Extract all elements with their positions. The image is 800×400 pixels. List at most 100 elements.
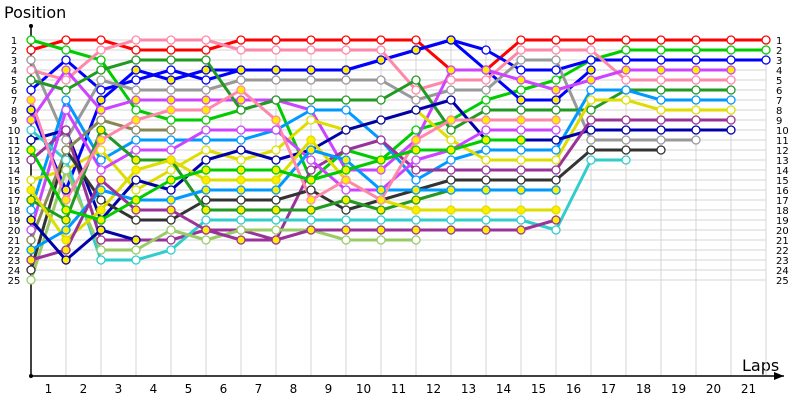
data-point-red: [96, 35, 106, 45]
data-point-pink-yellow: [551, 115, 561, 125]
y-tick-label-right: 15: [776, 176, 789, 187]
x-tick-label: 8: [290, 382, 298, 396]
data-point-teal: [61, 155, 71, 165]
data-point-darkgreen: [236, 105, 246, 115]
data-point-magenta: [306, 155, 316, 165]
data-point-gray: [96, 75, 106, 85]
data-point-green-yellow: [26, 195, 36, 205]
data-point-darkgreen: [446, 125, 456, 135]
data-point-olive: [26, 235, 36, 245]
data-point-green-yellow: [341, 195, 351, 205]
data-point-blue: [166, 65, 176, 75]
data-point-pink: [691, 75, 701, 85]
data-point-magenta: [201, 125, 211, 135]
data-point-navy: [726, 125, 736, 135]
data-point-magenta: [481, 125, 491, 135]
x-tick-label: 10: [356, 382, 371, 396]
data-point-darkgreen: [26, 75, 36, 85]
data-point-navy: [341, 125, 351, 135]
data-point-blue-yellow: [131, 65, 141, 75]
data-point-sky-yellow: [166, 195, 176, 205]
data-point-green-yellow: [201, 205, 211, 215]
data-point-lime-yellow: [61, 205, 71, 215]
data-point-yellow: [691, 105, 701, 115]
data-point-sky-yellow: [376, 185, 386, 195]
data-point-olive: [131, 125, 141, 135]
data-point-plum: [61, 125, 71, 135]
data-point-violet: [516, 75, 526, 85]
data-point-magenta: [551, 125, 561, 135]
data-point-lime-yellow: [516, 135, 526, 145]
data-point-teal: [376, 215, 386, 225]
data-point-violet: [166, 95, 176, 105]
data-point-lime: [656, 45, 666, 55]
data-point-pink: [201, 35, 211, 45]
data-point-pink: [551, 45, 561, 55]
y-tick-label-left: 2: [11, 46, 17, 57]
data-point-skyblue: [516, 145, 526, 155]
data-point-pink: [586, 45, 596, 55]
data-point-yellow: [26, 175, 36, 185]
x-tick-label: 4: [150, 382, 158, 396]
series-line-blue: [30, 38, 766, 92]
data-point-yellow-yellow: [446, 205, 456, 215]
y-tick-label-left: 16: [8, 186, 21, 197]
y-tick-label-left: 4: [11, 66, 17, 77]
x-tick-label: 18: [636, 382, 651, 396]
data-point-gray: [551, 55, 561, 65]
data-point-pink: [236, 45, 246, 55]
data-point-plum-yellow: [341, 225, 351, 235]
data-point-teal: [236, 215, 246, 225]
data-point-sage: [236, 225, 246, 235]
data-point-plum: [481, 165, 491, 175]
data-point-gray: [621, 135, 631, 145]
data-point-plum: [621, 115, 631, 125]
data-point-violet: [376, 165, 386, 175]
data-point-blue-yellow: [26, 105, 36, 115]
data-point-yellow-yellow: [131, 165, 141, 175]
data-point-magenta: [341, 185, 351, 195]
data-point-plum: [726, 115, 736, 125]
data-point-blue-yellow: [586, 65, 596, 75]
data-point-plum: [656, 115, 666, 125]
data-point-pink: [621, 75, 631, 85]
data-point-skyblue: [691, 95, 701, 105]
data-point-plum: [166, 235, 176, 245]
y-tick-label-right: 21: [776, 236, 789, 247]
data-point-charcoal: [96, 195, 106, 205]
data-point-plum-yellow: [551, 215, 561, 225]
data-point-plum-yellow: [61, 245, 71, 255]
data-point-olive: [166, 125, 176, 135]
y-tick-label-left: 24: [8, 266, 21, 277]
data-point-red: [341, 35, 351, 45]
x-tick-label: 19: [671, 382, 686, 396]
y-tick-label-right: 19: [776, 216, 789, 227]
series-line-plum-yellow: [30, 178, 557, 262]
data-point-navy: [201, 155, 211, 165]
y-tick-label-right: 8: [776, 106, 782, 117]
data-point-plum-yellow: [481, 225, 491, 235]
data-point-green-yellow: [131, 155, 141, 165]
data-point-olive: [61, 145, 71, 155]
data-point-plum-yellow: [26, 255, 36, 265]
data-point-sky-yellow: [61, 225, 71, 235]
data-point-blue-yellow: [411, 45, 421, 55]
x-axis-title: Laps: [742, 356, 780, 375]
data-point-pink-yellow: [26, 95, 36, 105]
data-point-lime: [131, 105, 141, 115]
data-point-red: [761, 35, 771, 45]
data-point-lime: [166, 115, 176, 125]
data-point-navy-yellow: [61, 255, 71, 265]
data-point-lime: [726, 45, 736, 55]
data-point-pink-yellow: [446, 115, 456, 125]
data-point-pink: [656, 75, 666, 85]
data-point-navy: [236, 145, 246, 155]
data-point-red: [411, 35, 421, 45]
y-tick-label-right: 16: [776, 186, 789, 197]
data-point-navy: [656, 125, 666, 135]
data-point-sky-yellow: [516, 185, 526, 195]
data-point-blue-yellow: [306, 65, 316, 75]
y-tick-label-left: 20: [8, 226, 21, 237]
data-point-sage: [166, 225, 176, 235]
data-point-plum-yellow: [201, 225, 211, 235]
